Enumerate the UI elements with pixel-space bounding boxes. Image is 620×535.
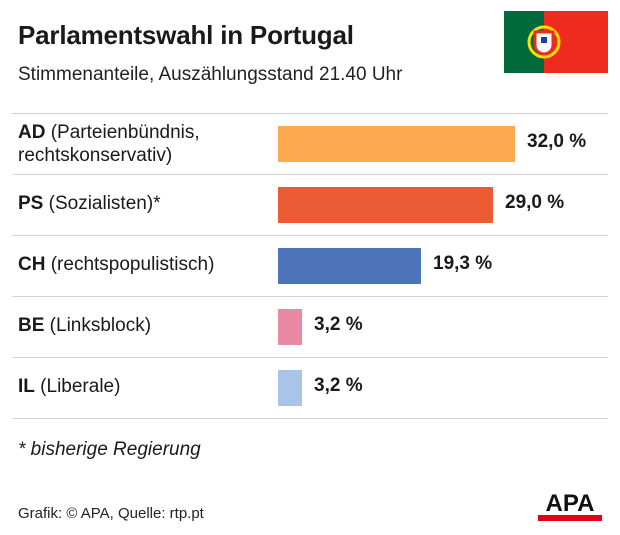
category-label: PS (Sozialisten)* [18,192,278,215]
bar-row-il: IL (Liberale) 3,2 % [12,358,608,419]
footnote: * bisherige Regierung [18,439,201,460]
category-description: (Sozialisten)* [43,193,161,214]
category-code: PS [18,193,44,214]
category-code: BE [18,315,45,336]
value-label: 3,2 % [314,314,363,335]
apa-logo-icon: APA [538,490,602,521]
category-description: (rechtspopulistisch) [45,254,215,275]
category-label: BE (Linksblock) [18,314,278,337]
value-label: 3,2 % [314,375,363,396]
category-code: IL [18,376,35,397]
category-code: AD [18,122,46,143]
value-label: 19,3 % [433,253,493,274]
category-label: IL (Liberale) [18,375,278,398]
bar-ch [278,248,421,284]
category-code: CH [18,254,46,275]
source-credit: Grafik: © APA, Quelle: rtp.pt [18,505,204,522]
portugal-flag-icon [504,11,608,73]
apa-logo-text: APA [546,490,595,517]
bar-row-ad: AD (Parteienbündnis, rechtskonservativ) 3… [12,114,608,175]
flag-armillary-sphere [527,25,561,59]
flag-shield-center [541,37,547,43]
category-description: (Parteienbündnis, rechtskonservativ) [18,122,200,166]
value-label: 32,0 % [527,131,587,152]
chart-title: Parlamentswahl in Portugal [18,20,354,50]
bar-row-be: BE (Linksblock) 3,2 % [12,297,608,358]
apa-logo-bar [538,515,602,521]
chart-subtitle: Stimmenanteile, Auszählungsstand 21.40 U… [18,64,403,85]
value-label: 29,0 % [505,192,565,213]
category-label: CH (rechtspopulistisch) [18,253,278,276]
bar-row-ps: PS (Sozialisten)* 29,0 % [12,175,608,236]
category-description: (Liberale) [34,376,121,397]
bar-ad [278,126,515,162]
bar-ps [278,187,493,223]
bar-row-ch: CH (rechtspopulistisch) 19,3 % [12,236,608,297]
category-description: (Linksblock) [44,315,152,336]
bar-il [278,370,302,406]
category-label: AD (Parteienbündnis, rechtskonservativ) [18,121,268,167]
top-divider [12,113,608,114]
bar-be [278,309,302,345]
